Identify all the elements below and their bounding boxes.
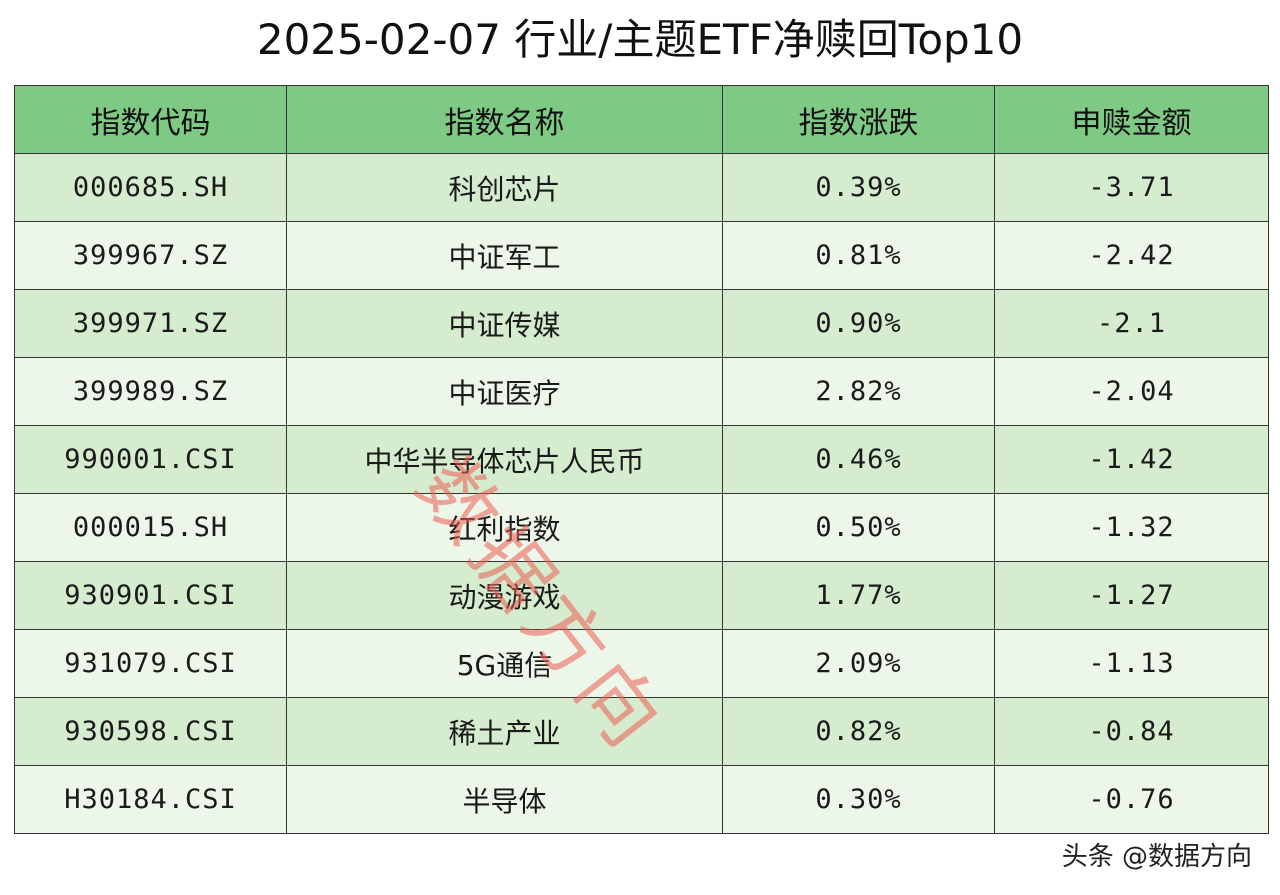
cell-flow-amount: -0.84: [994, 697, 1269, 766]
cell-index-code: 399971.SZ: [14, 289, 287, 358]
cell-index-code: 930901.CSI: [14, 561, 287, 630]
cell-index-change: 0.50%: [722, 493, 995, 562]
cell-index-name: 红利指数: [286, 493, 723, 562]
cell-index-change: 0.82%: [722, 697, 995, 766]
table-row: 930901.CSI 动漫游戏 1.77% -1.27: [14, 561, 1269, 630]
etf-redemption-table: 指数代码 指数名称 指数涨跌 申赎金额 000685.SH 科创芯片 0.39% -3…: [14, 85, 1269, 834]
table-row: 990001.CSI 中华半导体芯片人民币 0.46% -1.42: [14, 425, 1269, 494]
table-body: 000685.SH 科创芯片 0.39% -3.71 399967.SZ 中证军工 0.81…: [14, 153, 1269, 834]
table-row: 930598.CSI 稀土产业 0.82% -0.84: [14, 697, 1269, 766]
cell-index-name: 中证传媒: [286, 289, 723, 358]
cell-index-code: 000015.SH: [14, 493, 287, 562]
cell-flow-amount: -1.13: [994, 629, 1269, 698]
cell-index-name: 中华半导体芯片人民币: [286, 425, 723, 494]
cell-flow-amount: -1.42: [994, 425, 1269, 494]
cell-index-name: 半导体: [286, 765, 723, 834]
table-row: 000685.SH 科创芯片 0.39% -3.71: [14, 153, 1269, 222]
source-credit: 头条 @数据方向: [1061, 842, 1252, 872]
cell-index-code: 000685.SH: [14, 153, 287, 222]
cell-index-code: 399989.SZ: [14, 357, 287, 426]
cell-index-name: 科创芯片: [286, 153, 723, 222]
cell-index-name: 5G通信: [286, 629, 723, 698]
cell-index-code: 931079.CSI: [14, 629, 287, 698]
cell-index-change: 0.30%: [722, 765, 995, 834]
cell-flow-amount: -3.71: [994, 153, 1269, 222]
cell-index-change: 1.77%: [722, 561, 995, 630]
table-row: 399967.SZ 中证军工 0.81% -2.42: [14, 221, 1269, 290]
cell-flow-amount: -2.04: [994, 357, 1269, 426]
cell-index-name: 中证医疗: [286, 357, 723, 426]
table-row: 000015.SH 红利指数 0.50% -1.32: [14, 493, 1269, 562]
cell-flow-amount: -1.32: [994, 493, 1269, 562]
column-header-index-change: 指数涨跌: [722, 85, 995, 154]
cell-index-code: 930598.CSI: [14, 697, 287, 766]
table-row: 399989.SZ 中证医疗 2.82% -2.04: [14, 357, 1269, 426]
table-row: H30184.CSI 半导体 0.30% -0.76: [14, 765, 1269, 834]
cell-index-code: 399967.SZ: [14, 221, 287, 290]
cell-index-change: 0.39%: [722, 153, 995, 222]
cell-flow-amount: -2.42: [994, 221, 1269, 290]
cell-flow-amount: -2.1: [994, 289, 1269, 358]
cell-index-name: 中证军工: [286, 221, 723, 290]
cell-index-name: 动漫游戏: [286, 561, 723, 630]
cell-index-change: 0.81%: [722, 221, 995, 290]
cell-flow-amount: -0.76: [994, 765, 1269, 834]
table-header-row: 指数代码 指数名称 指数涨跌 申赎金额: [14, 85, 1269, 154]
table-row: 931079.CSI 5G通信 2.09% -1.13: [14, 629, 1269, 698]
page-title: 2025-02-07 行业/主题ETF净赎回Top10: [256, 15, 1024, 64]
column-header-index-name: 指数名称: [286, 85, 723, 154]
cell-index-change: 0.46%: [722, 425, 995, 494]
cell-flow-amount: -1.27: [994, 561, 1269, 630]
column-header-flow-amount: 申赎金额: [994, 85, 1269, 154]
cell-index-change: 2.09%: [722, 629, 995, 698]
cell-index-name: 稀土产业: [286, 697, 723, 766]
cell-index-change: 2.82%: [722, 357, 995, 426]
column-header-index-code: 指数代码: [14, 85, 287, 154]
cell-index-code: 990001.CSI: [14, 425, 287, 494]
table-row: 399971.SZ 中证传媒 0.90% -2.1: [14, 289, 1269, 358]
cell-index-code: H30184.CSI: [14, 765, 287, 834]
cell-index-change: 0.90%: [722, 289, 995, 358]
